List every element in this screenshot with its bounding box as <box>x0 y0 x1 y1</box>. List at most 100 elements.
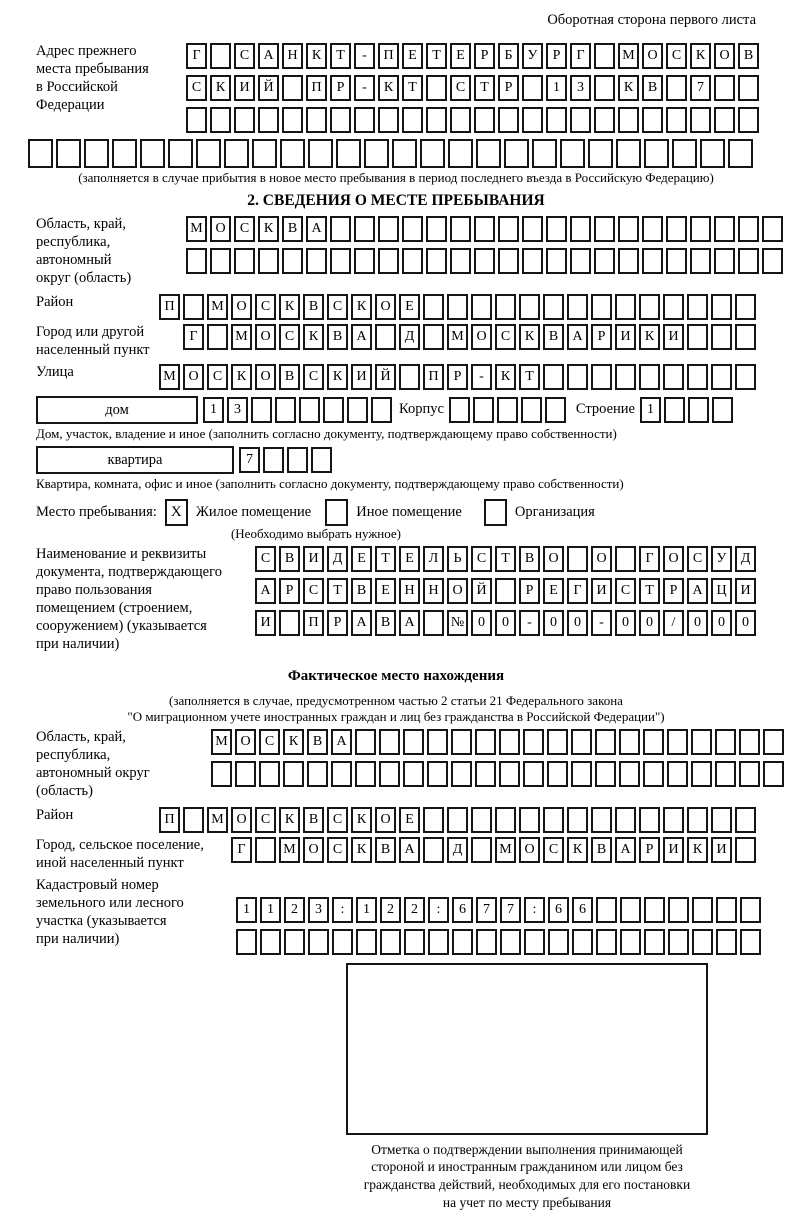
char-cell <box>282 107 303 133</box>
char-cell <box>450 107 471 133</box>
char-cell: А <box>306 216 327 243</box>
char-cell <box>672 139 697 168</box>
char-cell <box>715 761 736 788</box>
char-cell <box>615 545 636 572</box>
char-cell: К <box>303 324 324 351</box>
char-cell <box>330 107 351 133</box>
char-cell <box>476 928 497 955</box>
char-cell: О <box>471 324 492 351</box>
char-cell: О <box>642 43 663 69</box>
char-cell <box>299 397 320 424</box>
char-cell: О <box>303 837 324 863</box>
char-cell <box>347 397 368 424</box>
char-cell <box>543 807 564 833</box>
char-cell: В <box>591 837 612 863</box>
char-cell: П <box>306 75 327 101</box>
char-cell <box>364 139 389 168</box>
char-cell: О <box>519 837 540 863</box>
char-cell <box>371 397 392 424</box>
char-cell <box>692 928 713 955</box>
char-cell <box>420 139 445 168</box>
char-cell <box>547 761 568 788</box>
char-cell: Р <box>330 75 351 101</box>
char-cell: С <box>450 75 471 101</box>
char-cell: И <box>591 577 612 604</box>
char-cell <box>471 807 492 833</box>
char-cell: Т <box>330 43 351 69</box>
char-cell: Р <box>546 43 567 69</box>
stroenie-cells: 1 <box>639 397 733 424</box>
char-cell <box>642 216 663 243</box>
char-cell <box>112 139 137 168</box>
char-cell <box>495 294 516 321</box>
char-cell: М <box>211 729 232 756</box>
char-cell <box>711 324 732 351</box>
char-cell <box>331 761 352 788</box>
char-cell <box>427 729 448 756</box>
char-cell <box>311 447 332 474</box>
char-cell: А <box>399 837 420 863</box>
char-cell <box>402 107 423 133</box>
char-cell <box>548 928 569 955</box>
char-cell: С <box>687 545 708 572</box>
char-cell: М <box>159 364 180 391</box>
char-cell <box>711 294 732 321</box>
char-cell: К <box>519 324 540 351</box>
char-cell <box>403 761 424 788</box>
char-cell: О <box>231 807 252 833</box>
char-cell <box>251 397 272 424</box>
char-cell: К <box>690 43 711 69</box>
char-cell <box>207 324 228 351</box>
char-cell <box>471 294 492 321</box>
char-cell <box>687 364 708 391</box>
char-cell: Е <box>399 807 420 833</box>
char-cell: М <box>207 294 228 321</box>
char-cell: С <box>471 545 492 572</box>
char-cell <box>523 729 544 756</box>
char-cell: Н <box>423 577 444 604</box>
char-cell: 0 <box>639 609 660 636</box>
char-cell: - <box>519 609 540 636</box>
char-cell: Е <box>450 43 471 69</box>
char-cell <box>423 294 444 321</box>
char-cell <box>520 397 542 424</box>
char-cell <box>716 896 737 923</box>
char-cell <box>642 248 663 275</box>
char-cell: 0 <box>567 609 588 636</box>
char-cell: И <box>234 75 255 101</box>
char-cell: Т <box>327 577 348 604</box>
dom-caption: Дом, участок, владение и иное (заполнить… <box>36 426 617 442</box>
kadastr-block: Кадастровый номер земельного или лесного… <box>36 877 761 955</box>
char-cell <box>667 729 688 756</box>
char-cell <box>330 216 351 243</box>
char-cell: К <box>210 75 231 101</box>
char-cell: А <box>331 729 352 756</box>
kadastr-row-2 <box>236 928 761 955</box>
s2-rayon-label: Район <box>36 294 74 311</box>
char-cell <box>687 807 708 833</box>
char-cell <box>336 139 361 168</box>
char-cell <box>687 397 709 424</box>
fact-oblast-label: Область, край, республика, автономный ок… <box>36 729 150 800</box>
prev-address-label: Адрес прежнего места пребывания в Россий… <box>36 43 149 113</box>
s2-kvartira-block: квартира 7 <box>36 446 756 475</box>
char-cell <box>186 107 207 133</box>
char-cell: В <box>307 729 328 756</box>
char-cell <box>275 397 296 424</box>
char-cell: 0 <box>495 609 516 636</box>
char-cell <box>448 139 473 168</box>
char-cell <box>211 761 232 788</box>
char-cell: 3 <box>227 397 248 424</box>
char-cell: Р <box>279 577 300 604</box>
fact-title: Фактическое место нахождения <box>287 667 505 684</box>
char-cell: К <box>618 75 639 101</box>
dom-field: дом <box>36 396 198 425</box>
char-cell <box>423 609 444 636</box>
